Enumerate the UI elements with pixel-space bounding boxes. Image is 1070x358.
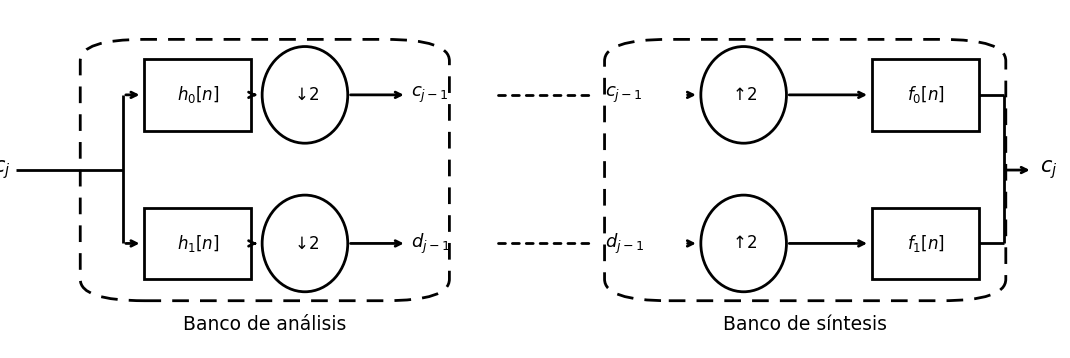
- Ellipse shape: [262, 195, 348, 292]
- FancyBboxPatch shape: [872, 59, 979, 131]
- Text: $c_{j-1}$: $c_{j-1}$: [411, 85, 448, 105]
- FancyBboxPatch shape: [144, 208, 251, 279]
- Ellipse shape: [262, 47, 348, 143]
- Text: $h_1[n]$: $h_1[n]$: [177, 233, 219, 254]
- Ellipse shape: [701, 47, 786, 143]
- Text: $d_{j-1}$: $d_{j-1}$: [605, 231, 644, 256]
- Text: $f_1[n]$: $f_1[n]$: [906, 233, 945, 254]
- FancyBboxPatch shape: [144, 59, 251, 131]
- Text: $c_j$: $c_j$: [1040, 159, 1057, 182]
- Text: $\downarrow\!2$: $\downarrow\!2$: [291, 234, 319, 252]
- FancyBboxPatch shape: [872, 208, 979, 279]
- Text: $c_{j-1}$: $c_{j-1}$: [605, 85, 642, 105]
- Text: $h_0[n]$: $h_0[n]$: [177, 84, 219, 105]
- Text: $f_0[n]$: $f_0[n]$: [906, 84, 945, 105]
- Text: $\downarrow\!2$: $\downarrow\!2$: [291, 86, 319, 104]
- Text: $\uparrow\!2$: $\uparrow\!2$: [730, 234, 758, 252]
- Ellipse shape: [701, 195, 786, 292]
- Text: Banco de análisis: Banco de análisis: [183, 315, 347, 334]
- Text: $d_{j-1}$: $d_{j-1}$: [411, 231, 450, 256]
- Text: $c_j$: $c_j$: [0, 159, 11, 182]
- Text: Banco de síntesis: Banco de síntesis: [723, 315, 887, 334]
- Text: $\uparrow\!2$: $\uparrow\!2$: [730, 86, 758, 104]
